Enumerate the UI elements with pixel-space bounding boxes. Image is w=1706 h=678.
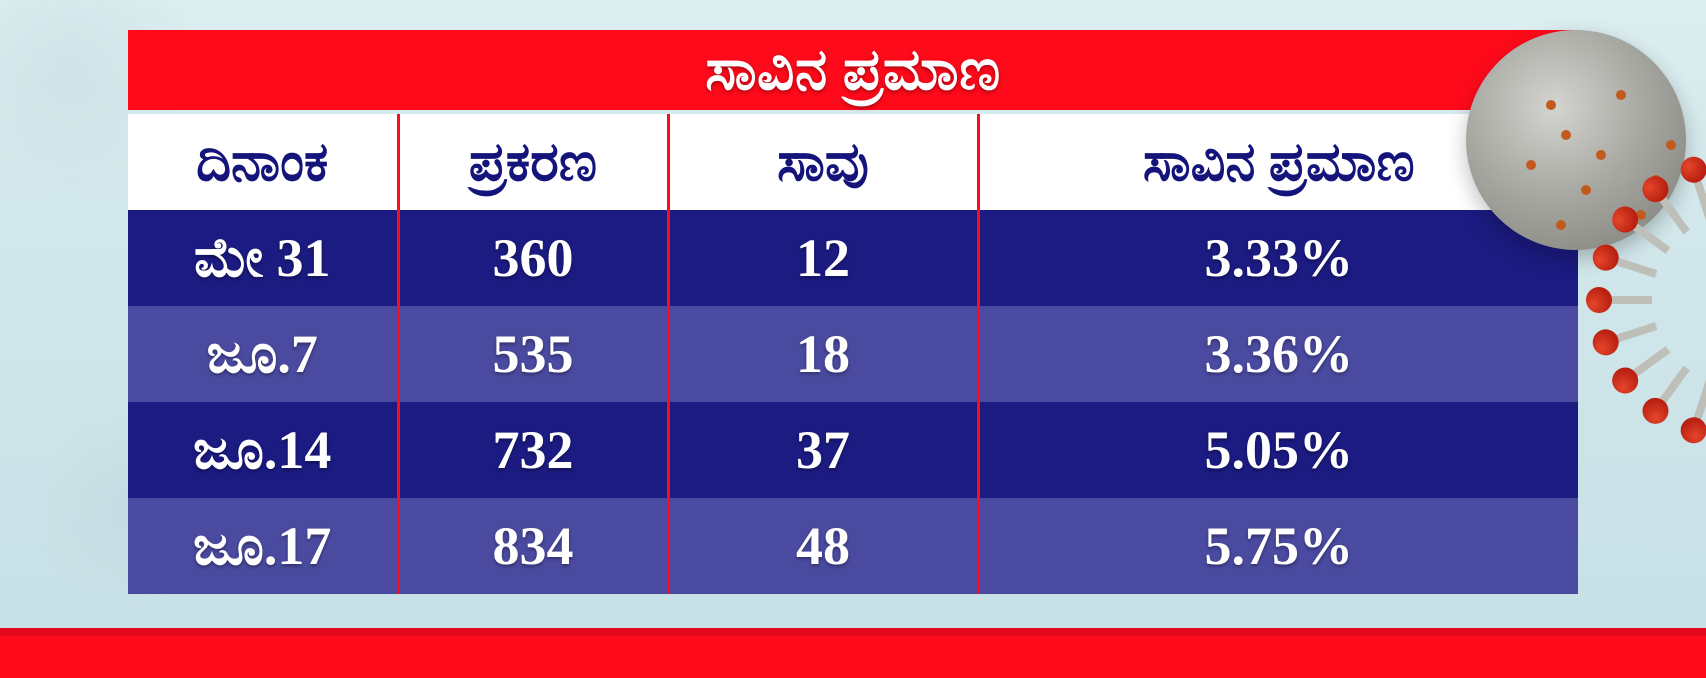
cell-cases: 360 <box>398 210 668 306</box>
virus-core <box>1466 30 1686 250</box>
virus-nub <box>1561 130 1571 140</box>
cell-deaths: 37 <box>668 402 978 498</box>
virus-nub <box>1526 160 1536 170</box>
title-banner: ಸಾವಿನ ಪ್ರಮಾಣ <box>128 30 1578 110</box>
bottom-banner <box>0 628 1706 678</box>
table-body: ಮೇ 31 360 12 3.33% ಜೂ.7 535 18 3.36% ಜೂ.… <box>128 210 1578 594</box>
coronavirus-icon <box>1416 0 1706 300</box>
table-row: ಮೇ 31 360 12 3.33% <box>128 210 1578 306</box>
cell-date: ಜೂ.17 <box>128 498 398 594</box>
cell-date: ಮೇ 31 <box>128 210 398 306</box>
cell-cases: 535 <box>398 306 668 402</box>
death-rate-table: ದಿನಾಂಕ ಪ್ರಕರಣ ಸಾವು ಸಾವಿನ ಪ್ರಮಾಣ ಮೇ 31 36… <box>128 114 1578 594</box>
cell-deaths: 18 <box>668 306 978 402</box>
virus-nub <box>1546 100 1556 110</box>
cell-rate: 5.05% <box>978 402 1578 498</box>
virus-nub <box>1556 220 1566 230</box>
infographic-canvas: ಸಾವಿನ ಪ್ರಮಾಣ ದಿನಾಂಕ ಪ್ರಕರಣ ಸಾವು ಸಾವಿನ ಪ್… <box>0 0 1706 678</box>
col-header-deaths: ಸಾವು <box>668 114 978 210</box>
cell-rate: 3.36% <box>978 306 1578 402</box>
table-row: ಜೂ.17 834 48 5.75% <box>128 498 1578 594</box>
virus-nub <box>1596 150 1606 160</box>
cell-cases: 834 <box>398 498 668 594</box>
table-row: ಜೂ.7 535 18 3.36% <box>128 306 1578 402</box>
virus-nub <box>1616 90 1626 100</box>
title-text: ಸಾವಿನ ಪ್ರಮಾಣ <box>705 36 1000 104</box>
cell-deaths: 12 <box>668 210 978 306</box>
cell-cases: 732 <box>398 402 668 498</box>
cell-date: ಜೂ.14 <box>128 402 398 498</box>
table-row: ಜೂ.14 732 37 5.05% <box>128 402 1578 498</box>
col-header-date: ದಿನಾಂಕ <box>128 114 398 210</box>
table-header-row: ದಿನಾಂಕ ಪ್ರಕರಣ ಸಾವು ಸಾವಿನ ಪ್ರಮಾಣ <box>128 114 1578 210</box>
cell-rate: 5.75% <box>978 498 1578 594</box>
virus-nub <box>1581 185 1591 195</box>
cell-date: ಜೂ.7 <box>128 306 398 402</box>
cell-deaths: 48 <box>668 498 978 594</box>
col-header-cases: ಪ್ರಕರಣ <box>398 114 668 210</box>
virus-nub <box>1666 140 1676 150</box>
